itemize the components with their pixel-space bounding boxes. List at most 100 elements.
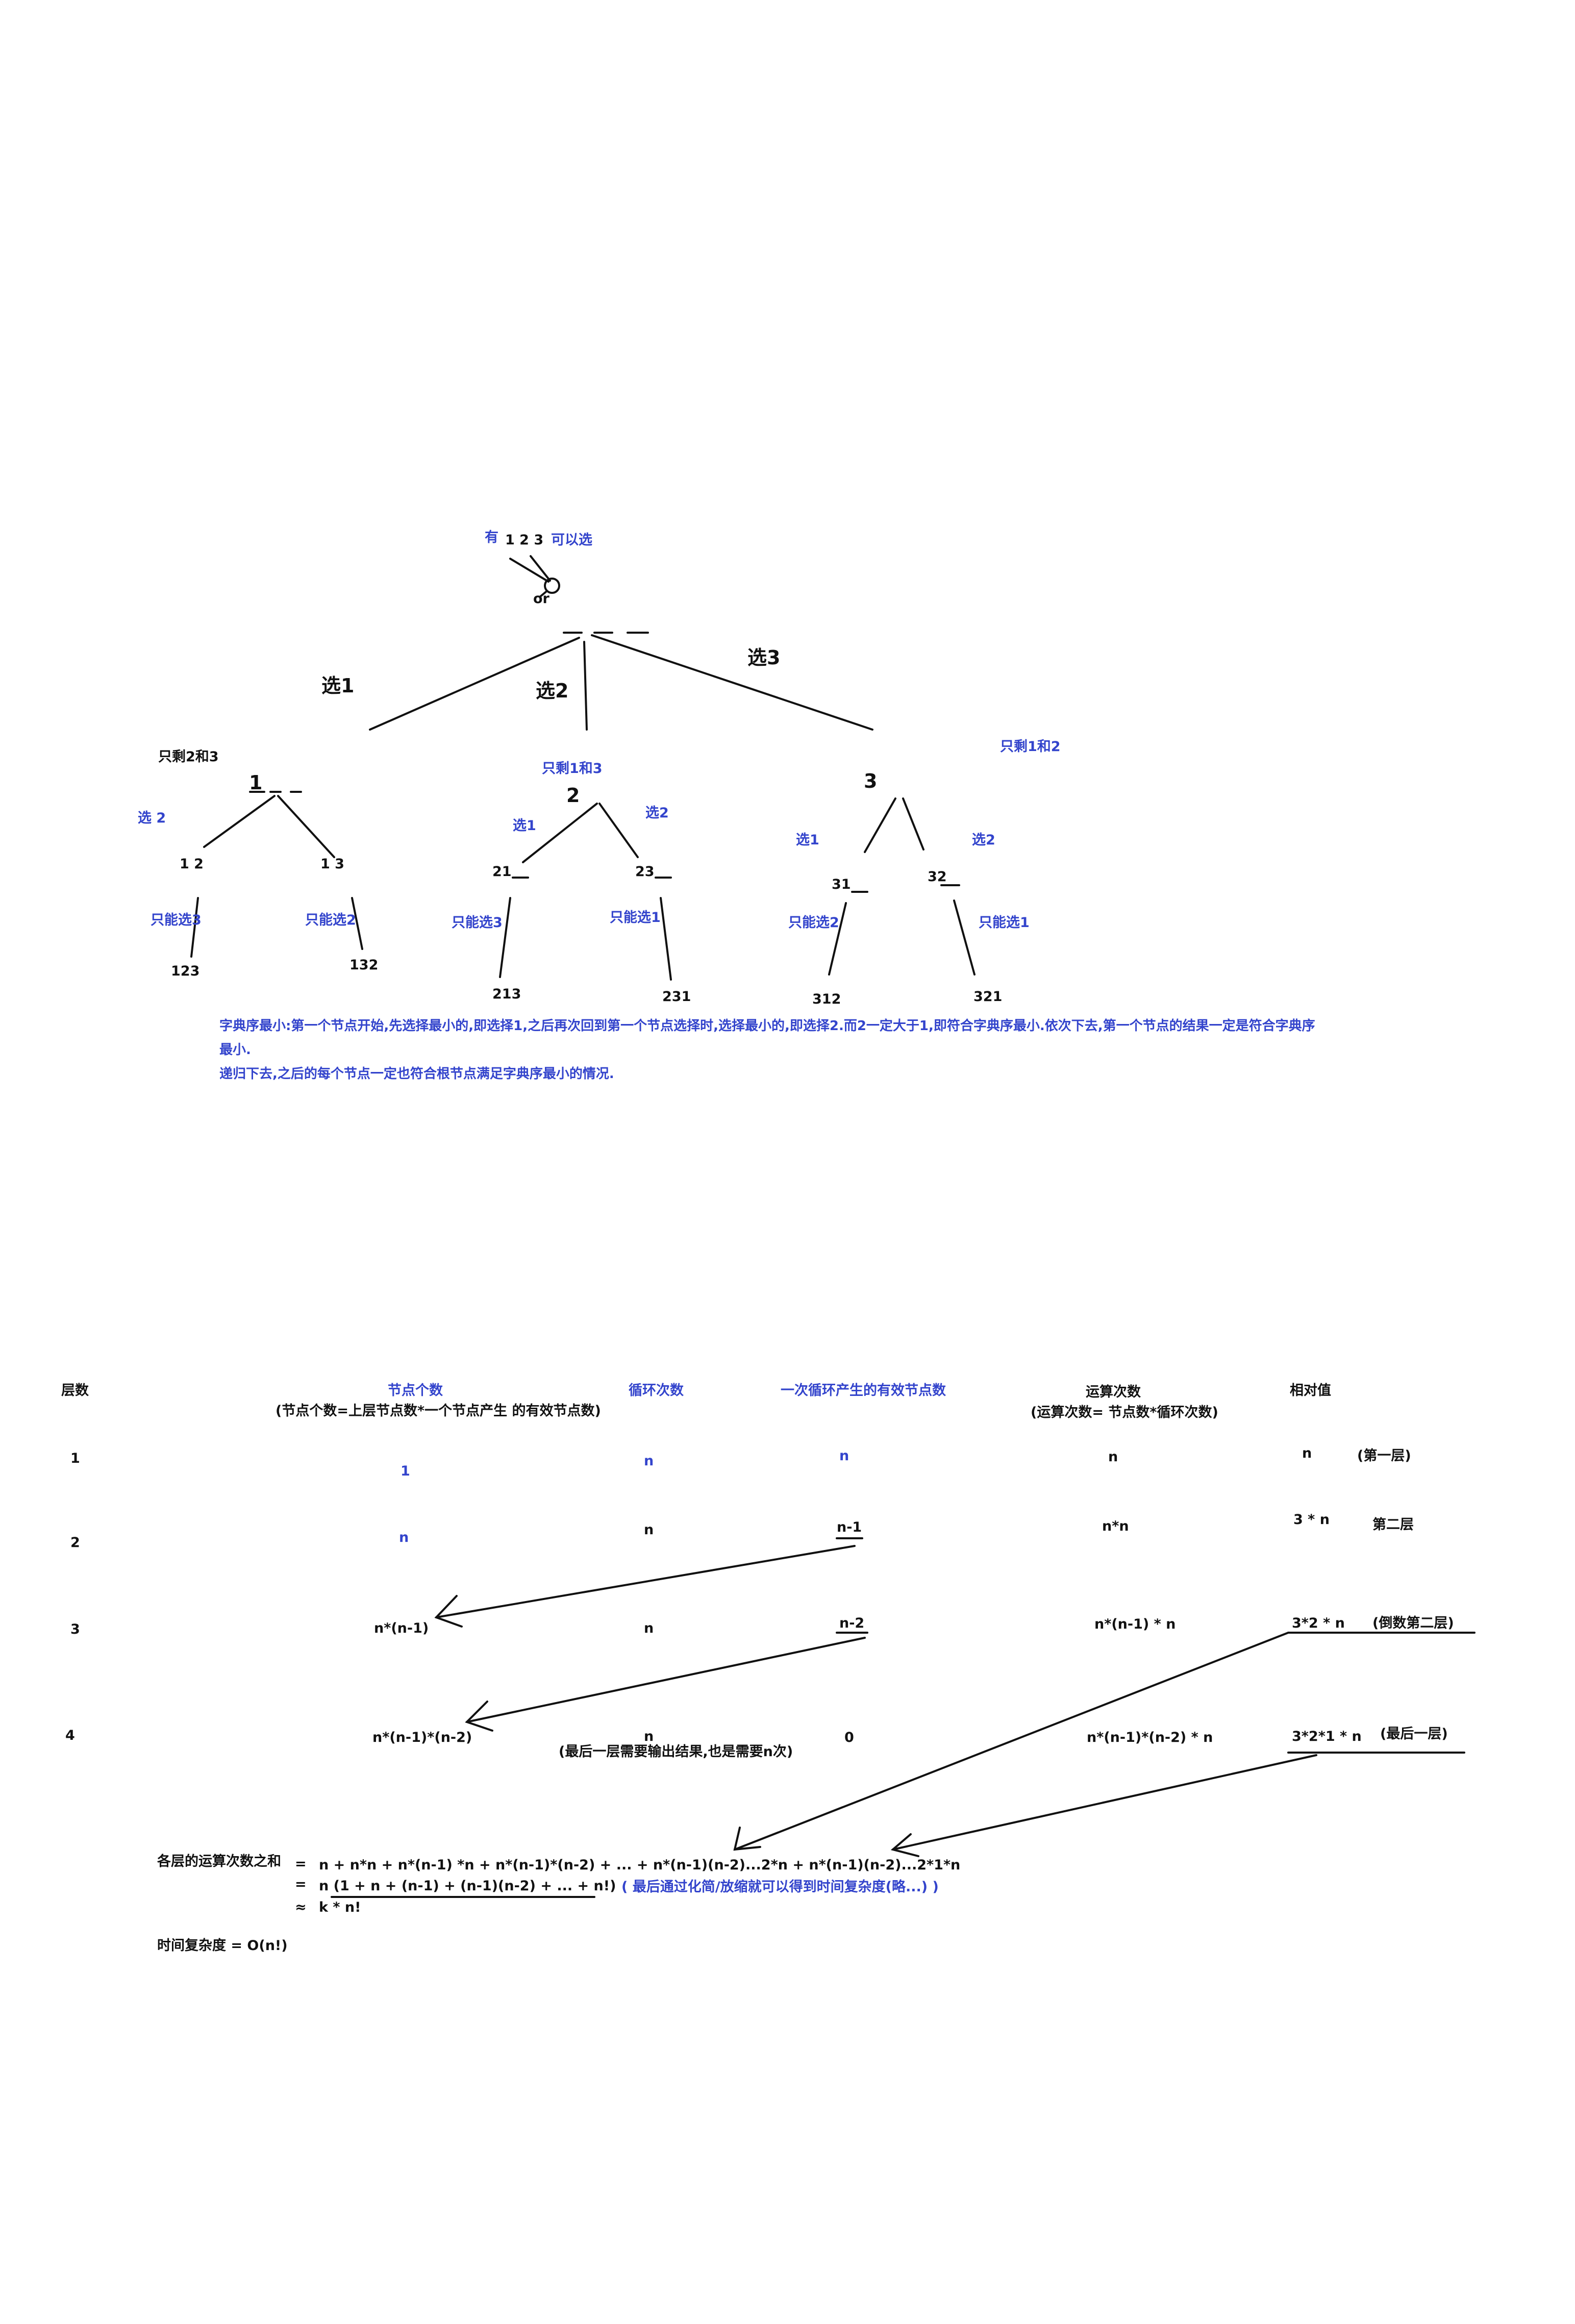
- edge-31-312: [828, 902, 847, 976]
- row3-relative: 3*2 * n: [1292, 1615, 1345, 1631]
- arrowhead: [733, 1827, 761, 1851]
- root-pointer-line: [530, 555, 551, 582]
- row2-ops: n*n: [1102, 1518, 1129, 1534]
- mid-child1: 21: [492, 864, 512, 880]
- edge-root-3: [591, 634, 873, 731]
- root-circle: [544, 578, 560, 594]
- row3-ops: n*(n-1) * n: [1094, 1616, 1176, 1632]
- row4-ops: n*(n-1)*(n-2) * n: [1087, 1730, 1213, 1745]
- row4-level: 4: [65, 1728, 75, 1743]
- time-complexity: 时间复杂度 = O(n!): [157, 1938, 288, 1954]
- row3-loops: n: [644, 1620, 654, 1636]
- row2-relative-note: 第二层: [1372, 1517, 1414, 1533]
- header-level: 层数: [61, 1383, 89, 1398]
- row3-valid-nodes: n-2: [839, 1615, 865, 1631]
- row1-valid-nodes: n: [839, 1448, 849, 1464]
- left-choose: 选 2: [138, 810, 166, 826]
- row2-level: 2: [70, 1535, 80, 1551]
- edge-2-21: [522, 803, 598, 863]
- edge-2-23: [598, 803, 639, 858]
- row3-level: 3: [70, 1621, 80, 1637]
- header-valid-nodes: 一次循环产生的有效节点数: [781, 1383, 946, 1398]
- sum-line1: n + n*n + n*(n-1) *n + n*(n-1)*(n-2) + .…: [319, 1857, 961, 1873]
- arrow-n1-to-row3: [435, 1545, 856, 1618]
- row2-valid-nodes: n-1: [837, 1519, 862, 1535]
- mid-child2: 23: [635, 864, 655, 880]
- arrowhead: [890, 1833, 919, 1857]
- header-ops-note: (运算次数= 节点数*循环次数): [1031, 1405, 1218, 1420]
- mid-remaining: 只剩1和3: [542, 761, 603, 777]
- row4-relative-note: (最后一层): [1380, 1726, 1448, 1742]
- header-loops: 循环次数: [629, 1383, 684, 1398]
- left-child2: 1 3: [320, 856, 344, 872]
- row2-loops: n: [644, 1522, 654, 1538]
- row4-loops-note: (最后一层需要输出结果,也是需要n次): [559, 1744, 793, 1760]
- row1-level: 1: [70, 1451, 80, 1466]
- arrow-rel4-to-sum: [892, 1754, 1317, 1851]
- row1-ops: n: [1108, 1449, 1118, 1465]
- edge-1-12: [203, 795, 276, 848]
- edge-root-1: [369, 637, 580, 731]
- row1-relative: n: [1302, 1445, 1312, 1461]
- sum-label: 各层的运算次数之和: [157, 1854, 281, 1869]
- left-node: 1: [249, 771, 263, 794]
- mid-choose-right: 选2: [645, 805, 669, 821]
- sum-line2: n (1 + n + (n-1) + (n-1)(n-2) + ... + n!…: [319, 1878, 616, 1894]
- right-node: 3: [864, 770, 878, 792]
- row4-node-count: n*(n-1)*(n-2): [372, 1730, 472, 1745]
- left-remaining: 只剩2和3: [158, 749, 219, 765]
- mid-leaf1: 213: [492, 986, 521, 1002]
- edge-21-213: [499, 897, 511, 978]
- branch-label-1: 选1: [321, 674, 355, 697]
- row3-relative-note: (倒数第二层): [1372, 1615, 1454, 1631]
- edge-23-231: [660, 897, 672, 981]
- branch-label-3: 选3: [747, 646, 781, 669]
- edge-3-31: [864, 797, 896, 853]
- edge-3-32: [902, 797, 924, 851]
- header-node-count: 节点个数: [388, 1383, 443, 1398]
- root-note-nums: 1 2 3: [505, 532, 544, 548]
- mid-node: 2: [566, 784, 580, 807]
- explanation-line2: 最小.: [219, 1042, 251, 1058]
- row1-loops: n: [644, 1453, 654, 1469]
- header-node-count-note: (节点个数=上层节点数*一个节点产生 的有效节点数): [276, 1403, 601, 1419]
- root-or: or: [533, 591, 549, 607]
- explanation-line3: 递归下去,之后的每个节点一定也符合根节点满足字典序最小的情况.: [219, 1066, 614, 1082]
- root-pointer-line: [509, 558, 549, 583]
- right-only2: 只能选1: [979, 915, 1030, 931]
- edge-1-13: [277, 795, 335, 858]
- right-child1: 31: [832, 877, 851, 892]
- edge-12-123: [190, 897, 199, 958]
- sum-eq2: =: [295, 1877, 307, 1892]
- left-leaf1: 123: [171, 963, 200, 979]
- row4-loops: n: [644, 1729, 654, 1744]
- row1-relative-note: (第一层): [1357, 1448, 1411, 1464]
- mid-choose-left: 选1: [513, 818, 536, 834]
- right-child2: 32: [928, 869, 947, 885]
- row2-node-count: n: [399, 1530, 409, 1545]
- header-ops: 运算次数: [1086, 1384, 1141, 1400]
- right-choose-right: 选2: [972, 832, 995, 848]
- right-choose-left: 选1: [796, 832, 819, 848]
- left-only2: 只能选2: [305, 912, 356, 928]
- branch-label-2: 选2: [536, 680, 569, 702]
- left-only1: 只能选3: [151, 912, 202, 928]
- mid-only1: 只能选3: [452, 915, 503, 931]
- right-leaf2: 321: [973, 989, 1003, 1005]
- sum-eq1: =: [295, 1856, 307, 1872]
- edge-13-132: [351, 897, 363, 950]
- header-relative: 相对值: [1290, 1383, 1331, 1398]
- arrowhead: [465, 1701, 493, 1732]
- left-leaf2: 132: [349, 957, 379, 973]
- root-note-you: 有: [485, 530, 498, 545]
- row4-relative: 3*2*1 * n: [1292, 1729, 1362, 1744]
- root-note-can: 可以选: [551, 532, 592, 548]
- sum-approx: ≈: [295, 1900, 307, 1915]
- right-only1: 只能选2: [788, 915, 839, 931]
- root-pointer-line: [539, 591, 547, 598]
- arrow-rel3-to-sum: [734, 1632, 1289, 1851]
- right-remaining: 只剩1和2: [1000, 739, 1061, 755]
- right-leaf1: 312: [812, 991, 841, 1007]
